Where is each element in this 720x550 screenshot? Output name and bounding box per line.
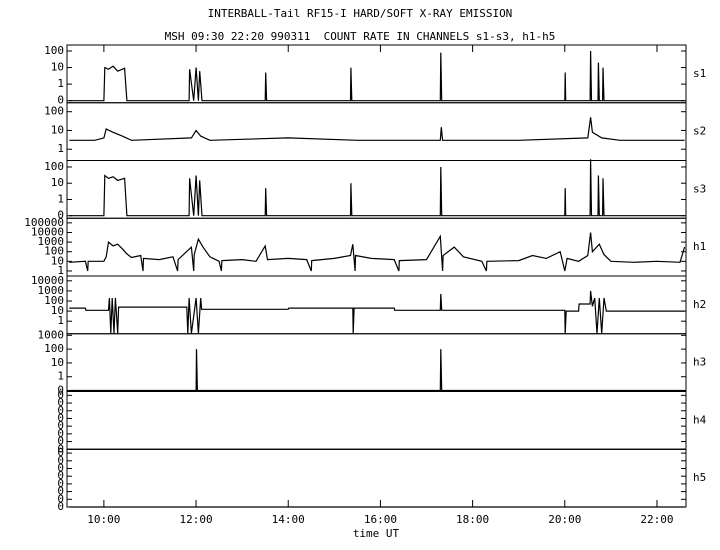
data-line bbox=[69, 117, 685, 141]
x-tick-label: 12:00 bbox=[179, 513, 212, 526]
panel-label: h3 bbox=[693, 356, 706, 369]
chart-subtitle: MSH 09:30 22:20 990311 COUNT RATE IN CHA… bbox=[165, 30, 556, 43]
x-tick-label: 14:00 bbox=[272, 513, 305, 526]
y-tick-label: 10 bbox=[51, 61, 64, 74]
y-tick-label: 100 bbox=[44, 105, 64, 118]
panel-frame bbox=[66, 217, 687, 277]
y-tick-label: 100 bbox=[44, 44, 64, 57]
y-tick-label: 0 bbox=[57, 477, 64, 490]
x-tick-label: 16:00 bbox=[364, 513, 397, 526]
y-tick-label: 1 bbox=[57, 192, 64, 205]
x-axis-label: time UT bbox=[353, 527, 400, 540]
y-tick-label: 100 bbox=[44, 160, 64, 173]
y-tick-label: 0 bbox=[57, 396, 64, 409]
panel-frame bbox=[66, 102, 687, 161]
y-tick-label: 0 bbox=[57, 94, 64, 107]
y-tick-label: 0 bbox=[57, 435, 64, 448]
y-tick-label: 0 bbox=[57, 462, 64, 475]
y-tick-label: 1000 bbox=[38, 235, 65, 248]
y-tick-label: 1 bbox=[57, 77, 64, 90]
data-line bbox=[69, 290, 685, 334]
panel-frame bbox=[66, 44, 687, 104]
y-tick-label: 0 bbox=[57, 454, 64, 467]
y-tick-label: 0 bbox=[57, 442, 64, 455]
y-tick-label: 0 bbox=[57, 404, 64, 417]
y-tick-label: 0 bbox=[57, 492, 64, 505]
y-tick-label: 0 bbox=[57, 446, 64, 459]
panel-label: s3 bbox=[693, 182, 706, 195]
panel-frame bbox=[66, 160, 687, 219]
y-tick-label: 1 bbox=[57, 314, 64, 327]
y-tick-label: 0 bbox=[57, 485, 64, 498]
y-tick-label: 1000 bbox=[38, 284, 65, 297]
data-line bbox=[69, 232, 686, 272]
y-tick-label: 1 bbox=[57, 142, 64, 155]
y-tick-label: 0 bbox=[57, 427, 64, 440]
panel-frame bbox=[66, 391, 687, 450]
y-tick-label: 1 bbox=[57, 370, 64, 383]
y-tick-label: 10 bbox=[51, 254, 64, 267]
y-tick-label: 10 bbox=[51, 176, 64, 189]
y-tick-label: 0 bbox=[57, 411, 64, 424]
x-tick-label: 22:00 bbox=[640, 513, 673, 526]
chart-title: INTERBALL-Tail RF15-I HARD/SOFT X-RAY EM… bbox=[208, 7, 513, 20]
y-tick-label: 10 bbox=[51, 304, 64, 317]
panel-label: s2 bbox=[693, 125, 706, 138]
y-tick-label: 1000 bbox=[38, 328, 65, 341]
y-tick-label: 100 bbox=[44, 294, 64, 307]
y-tick-label: 100 bbox=[44, 245, 64, 258]
y-tick-label: 10 bbox=[51, 356, 64, 369]
y-tick-label: 10 bbox=[51, 123, 64, 136]
y-tick-label: 0 bbox=[57, 469, 64, 482]
x-tick-label: 20:00 bbox=[548, 513, 581, 526]
y-tick-label: 0 bbox=[57, 384, 64, 397]
y-tick-label: 100000 bbox=[24, 216, 64, 229]
y-tick-label: 1 bbox=[57, 264, 64, 277]
x-tick-label: 10:00 bbox=[87, 513, 120, 526]
y-tick-label: 0 bbox=[57, 500, 64, 513]
panel-frame bbox=[66, 448, 687, 508]
y-tick-label: 0 bbox=[57, 419, 64, 432]
data-line bbox=[69, 349, 685, 392]
y-tick-label: 100 bbox=[44, 342, 64, 355]
x-tick-label: 18:00 bbox=[456, 513, 489, 526]
panel-label: h2 bbox=[693, 298, 706, 311]
panel-label: s1 bbox=[693, 67, 706, 80]
panel-label: h4 bbox=[693, 413, 707, 426]
panel-label: h1 bbox=[693, 240, 706, 253]
data-line bbox=[69, 50, 685, 102]
y-tick-label: 0 bbox=[57, 388, 64, 401]
data-line bbox=[69, 159, 685, 217]
y-tick-label: 10000 bbox=[31, 274, 64, 287]
y-tick-label: 0 bbox=[57, 209, 64, 222]
panel-frame bbox=[66, 333, 687, 392]
y-tick-label: 10000 bbox=[31, 225, 64, 238]
panel-label: h5 bbox=[693, 471, 706, 484]
